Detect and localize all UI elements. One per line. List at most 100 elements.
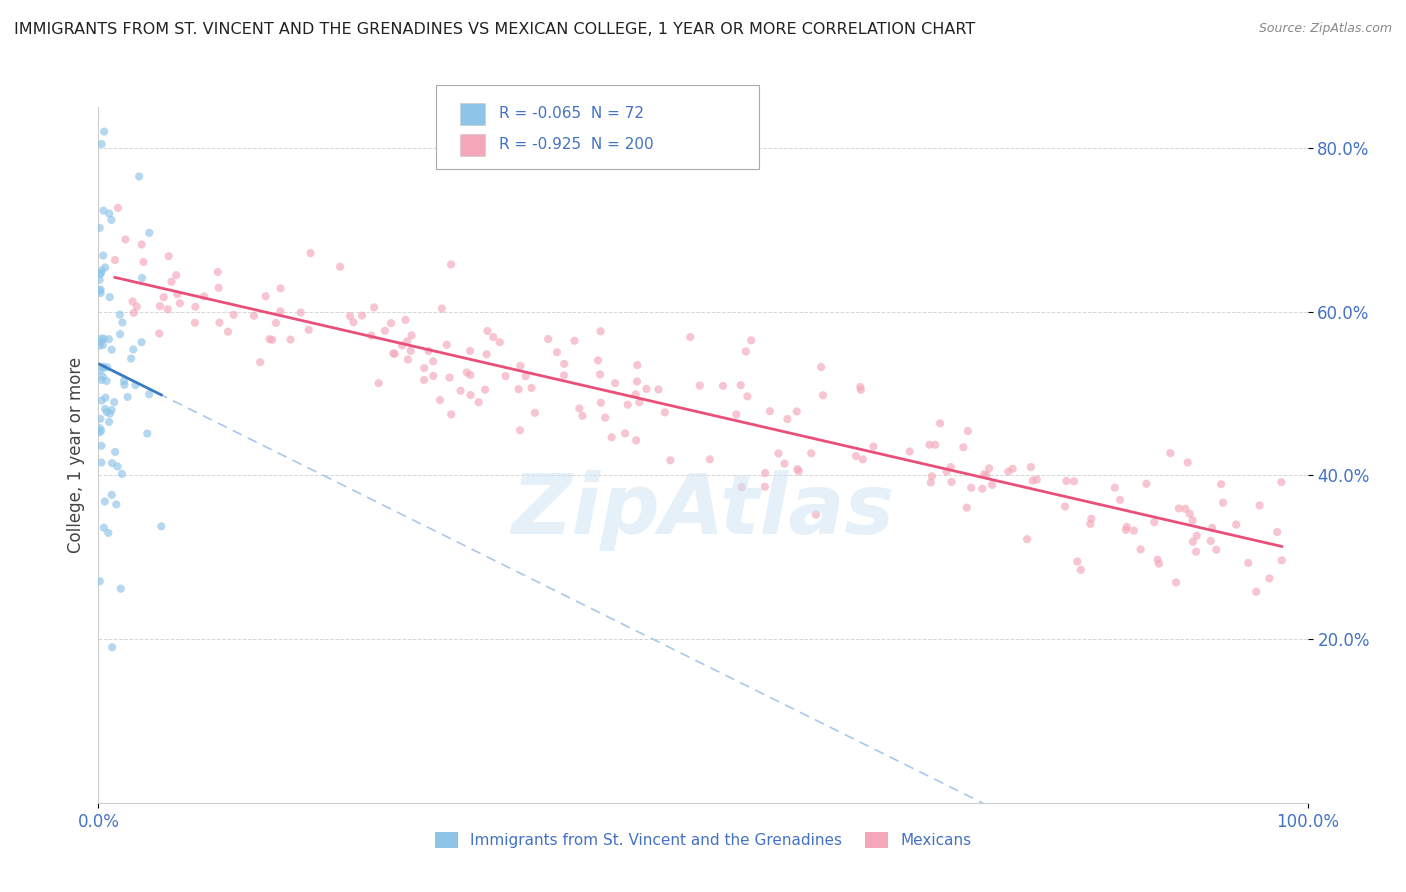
Point <box>374 324 396 338</box>
Point <box>138 226 160 240</box>
Point <box>1147 557 1170 571</box>
Point <box>508 382 530 396</box>
Point <box>299 246 322 260</box>
Point <box>1201 521 1223 535</box>
Point <box>1063 475 1085 489</box>
Point <box>90 266 112 280</box>
Point <box>131 271 153 285</box>
Point <box>121 294 143 309</box>
Point <box>754 466 776 480</box>
Point <box>1205 542 1227 557</box>
Point <box>280 333 302 347</box>
Point <box>105 498 128 512</box>
Point <box>773 457 796 471</box>
Point <box>458 343 481 358</box>
Point <box>845 449 868 463</box>
Point <box>956 424 979 438</box>
Point <box>91 369 114 384</box>
Point <box>90 373 112 387</box>
Point <box>740 334 762 348</box>
Point <box>1159 446 1181 460</box>
Text: R = -0.065  N = 72: R = -0.065 N = 72 <box>499 106 644 121</box>
Point <box>100 343 122 357</box>
Point <box>89 338 111 352</box>
Point <box>363 301 385 315</box>
Point <box>898 444 921 458</box>
Point <box>734 344 756 359</box>
Point <box>849 383 872 397</box>
Point <box>111 316 134 330</box>
Point <box>997 465 1019 479</box>
Point <box>737 389 759 403</box>
Point <box>659 453 682 467</box>
Point <box>800 446 823 460</box>
Point <box>477 324 499 338</box>
Point <box>1249 499 1271 513</box>
Point <box>614 426 637 441</box>
Point <box>952 440 974 454</box>
Point <box>1174 501 1197 516</box>
Point <box>440 408 463 422</box>
Point <box>150 519 173 533</box>
Point <box>131 335 153 350</box>
Point <box>1122 524 1144 538</box>
Point <box>148 326 170 341</box>
Point <box>731 480 754 494</box>
Point <box>166 287 188 301</box>
Point <box>208 281 231 295</box>
Point <box>90 283 112 297</box>
Point <box>628 395 651 409</box>
Point <box>98 415 121 429</box>
Point <box>730 378 752 392</box>
Point <box>112 374 135 388</box>
Point <box>1019 460 1042 475</box>
Point <box>207 265 229 279</box>
Point <box>156 302 179 317</box>
Point <box>929 417 952 431</box>
Point <box>90 285 112 300</box>
Point <box>787 464 810 478</box>
Point <box>120 351 142 366</box>
Point <box>920 475 942 490</box>
Point <box>96 360 118 375</box>
Point <box>157 249 180 263</box>
Point <box>89 425 111 440</box>
Point <box>973 467 995 482</box>
Point <box>124 378 146 392</box>
Point <box>1115 523 1137 537</box>
Point <box>208 316 231 330</box>
Point <box>1212 496 1234 510</box>
Point <box>725 408 748 422</box>
Point <box>396 334 419 349</box>
Point <box>254 289 277 303</box>
Point <box>103 395 125 409</box>
Point <box>1066 554 1088 568</box>
Point <box>329 260 352 274</box>
Point <box>101 640 124 655</box>
Point <box>100 403 122 417</box>
Point <box>810 359 832 374</box>
Point <box>586 353 609 368</box>
Point <box>418 343 440 358</box>
Point <box>1164 575 1187 590</box>
Point <box>1181 513 1204 527</box>
Point <box>1021 474 1043 488</box>
Point <box>460 388 482 402</box>
Point <box>636 382 658 396</box>
Point <box>1244 584 1267 599</box>
Point <box>1225 517 1247 532</box>
Point <box>184 316 207 330</box>
Point <box>689 378 711 392</box>
Point <box>122 343 145 357</box>
Point <box>981 478 1004 492</box>
Point <box>972 482 994 496</box>
Point <box>1178 507 1201 521</box>
Point <box>391 338 413 352</box>
Point <box>352 309 374 323</box>
Point <box>149 299 172 313</box>
Point <box>571 409 593 423</box>
Point <box>169 296 191 310</box>
Point <box>394 313 416 327</box>
Point <box>811 388 834 402</box>
Point <box>523 406 546 420</box>
